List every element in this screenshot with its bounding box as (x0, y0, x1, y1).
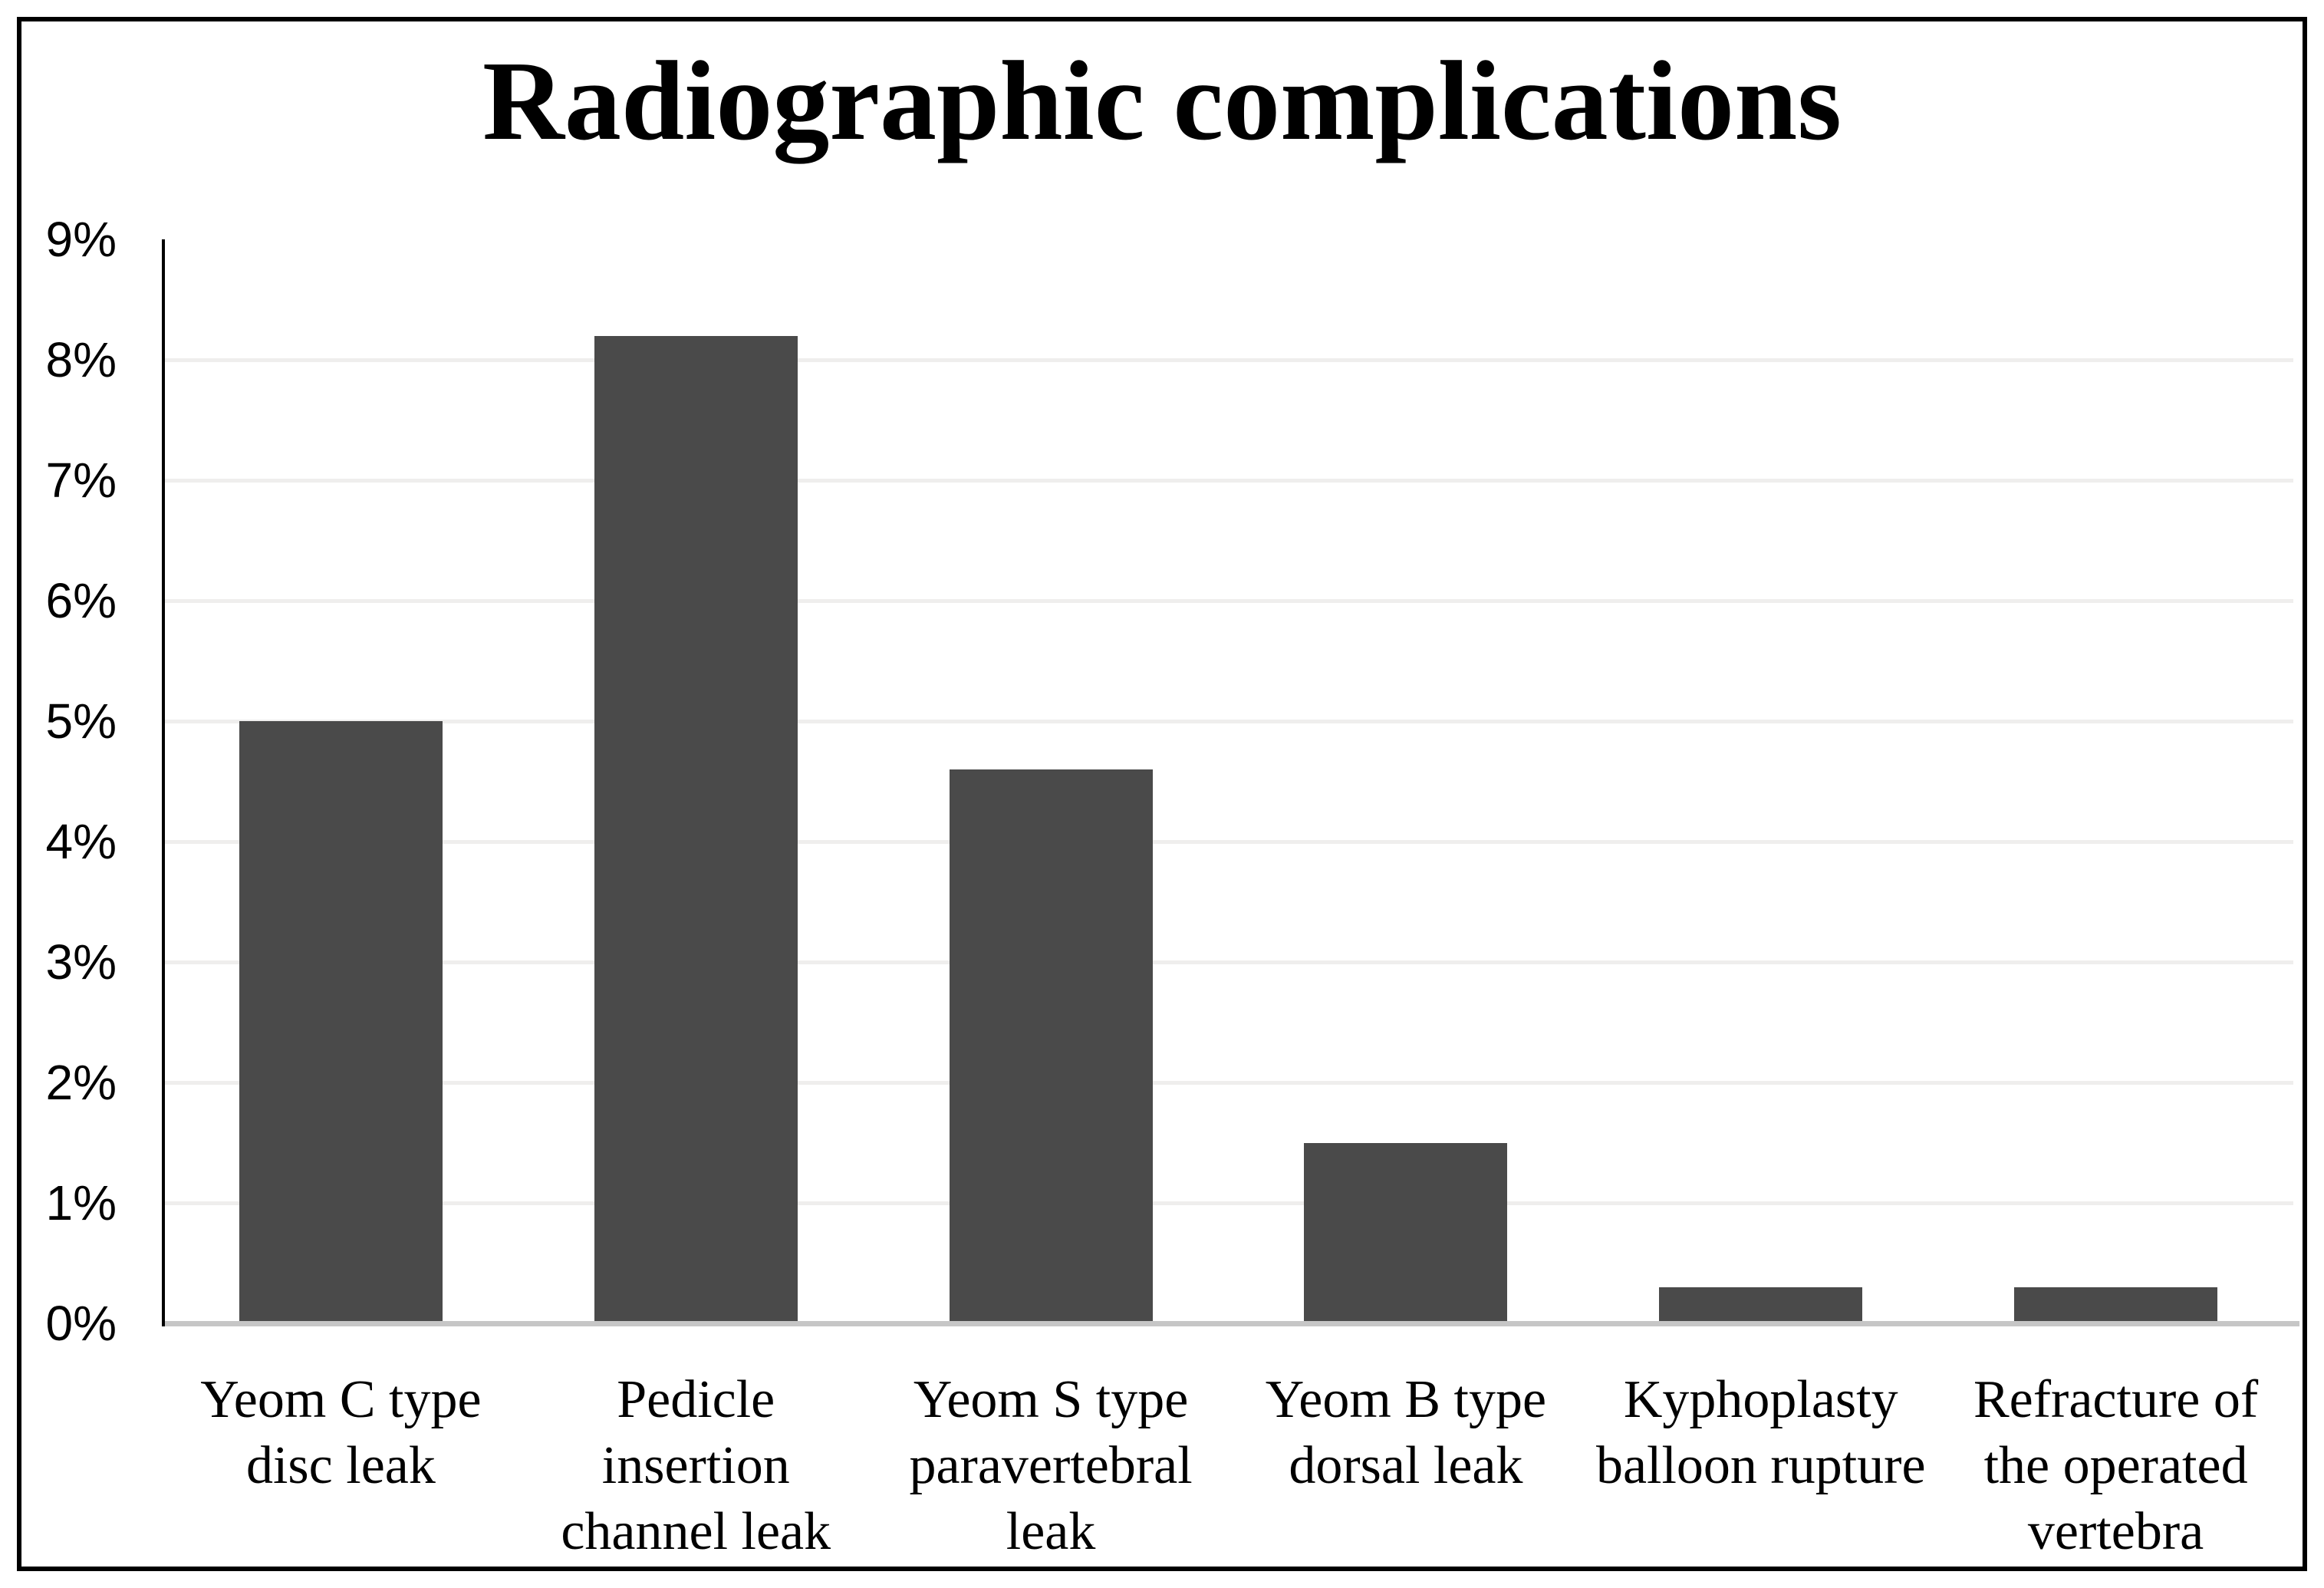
x-category-label-line: leak (1006, 1502, 1096, 1561)
x-category-label: Pedicle insertion channel leak (518, 1367, 874, 1565)
x-category-label: Yeom C type disc leak (163, 1367, 518, 1499)
y-tick-label: 0% (45, 1296, 117, 1351)
bar (239, 721, 443, 1323)
x-category-label: Kyphoplasty balloon rupture (1583, 1367, 1938, 1499)
gridline-5% (163, 720, 2293, 723)
chart-title: Radiographic complications (482, 38, 1842, 164)
gridline-1% (163, 1201, 2293, 1205)
x-category-label-line: paravertebral (909, 1436, 1193, 1495)
gridline-6% (163, 599, 2293, 603)
x-category-label-line: disc leak (245, 1436, 436, 1495)
x-category-label-line: Kyphoplasty (1623, 1370, 1898, 1429)
y-tick-label: 6% (45, 573, 117, 628)
gridline-3% (163, 960, 2293, 964)
bar (2014, 1287, 2218, 1323)
gridline-2% (163, 1081, 2293, 1085)
bar (1304, 1142, 1508, 1323)
bar (1659, 1287, 1863, 1323)
y-tick-label: 9% (45, 212, 117, 267)
y-tick-label: 4% (45, 814, 117, 869)
x-category-label-line: vertebra (2027, 1502, 2204, 1561)
bar (594, 335, 798, 1323)
x-category-label-line: insertion (601, 1436, 790, 1495)
x-category-label-line: Yeom S type (913, 1370, 1189, 1429)
y-tick-label: 5% (45, 694, 117, 749)
y-tick-label: 2% (45, 1055, 117, 1110)
x-axis-baseline (163, 1321, 2299, 1326)
y-tick-label: 3% (45, 934, 117, 990)
x-category-label-line: the operated (1983, 1436, 2248, 1495)
chart-border-frame (17, 17, 2307, 1571)
y-tick-label: 8% (45, 332, 117, 387)
gridline-4% (163, 840, 2293, 844)
x-category-label-line: dorsal leak (1289, 1436, 1523, 1495)
x-category-label: Yeom B type dorsal leak (1229, 1367, 1584, 1499)
x-category-label-line: Yeom C type (200, 1370, 482, 1429)
x-category-label-line: Refracture of (1973, 1370, 2259, 1429)
x-category-label-line: balloon rupture (1595, 1436, 1926, 1495)
x-category-label-line: Pedicle (617, 1370, 775, 1429)
gridline-7% (163, 479, 2293, 483)
y-tick-label: 1% (45, 1175, 117, 1231)
x-category-label-line: Yeom B type (1265, 1370, 1547, 1429)
gridline-8% (163, 358, 2293, 362)
y-axis-line (162, 239, 165, 1326)
x-category-label-line: channel leak (561, 1502, 831, 1561)
x-category-label: Yeom S type paravertebral leak (874, 1367, 1229, 1565)
y-tick-label: 7% (45, 453, 117, 508)
x-category-label: Refracture of the operated vertebra (1938, 1367, 2293, 1565)
bar (949, 769, 1153, 1323)
